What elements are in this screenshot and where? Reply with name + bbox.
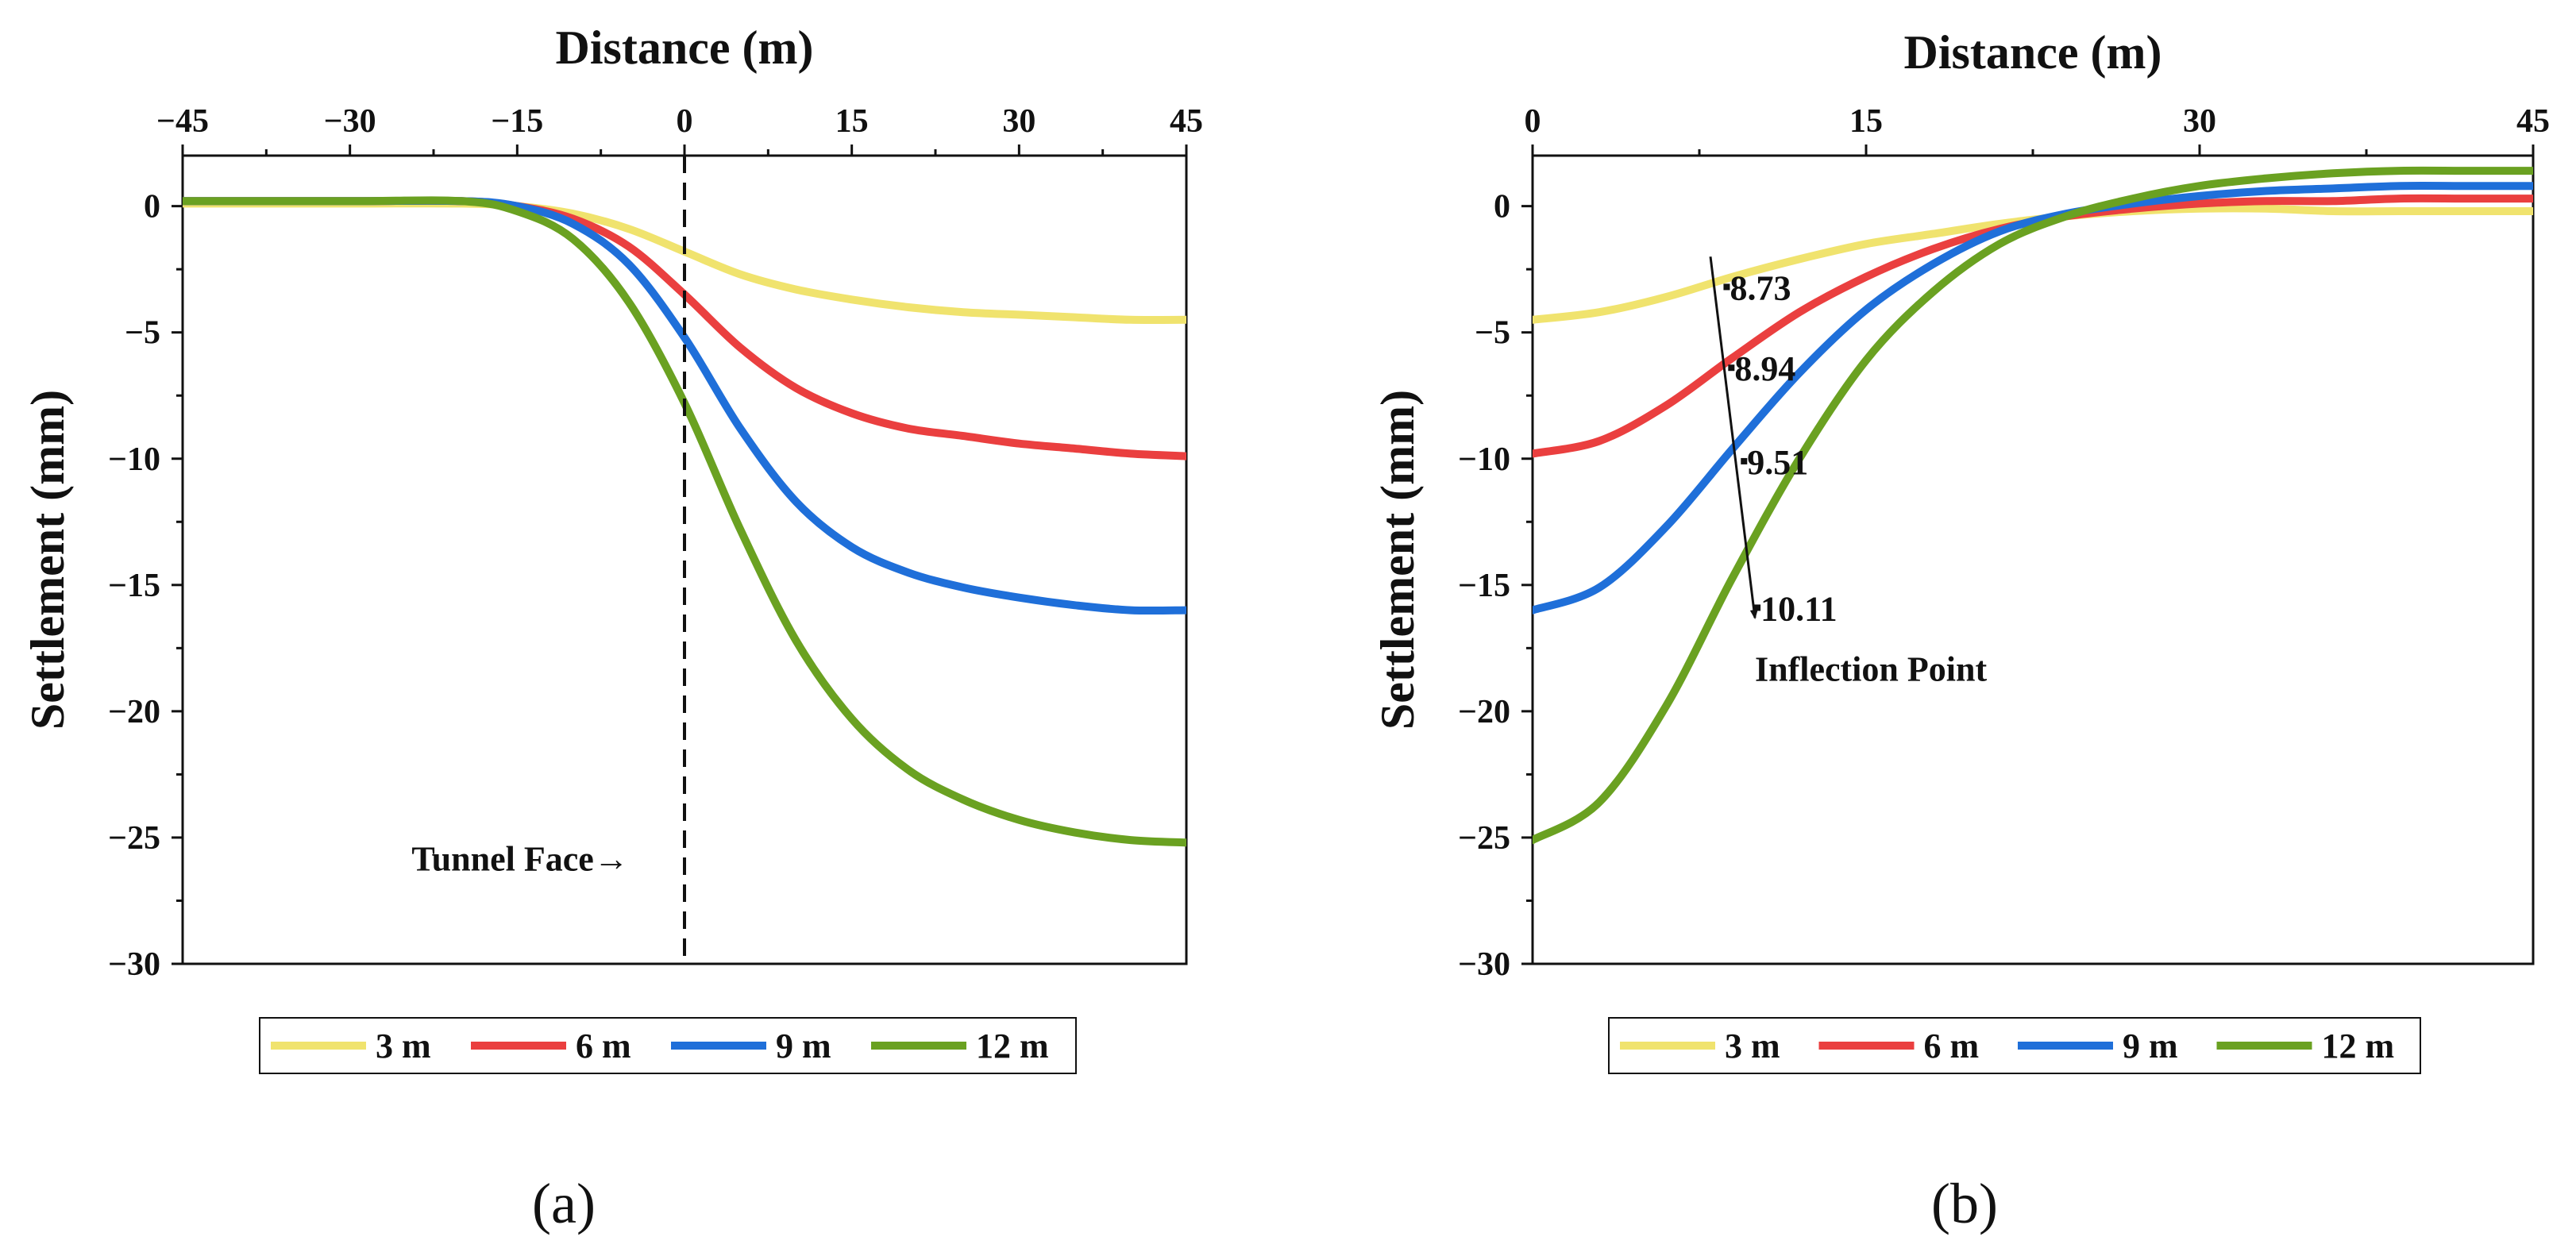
x-tick-label: 0 — [1525, 103, 1541, 140]
legend-label: 12 m — [976, 1027, 1049, 1065]
y-tick-label: −25 — [1458, 820, 1510, 857]
y-tick-label: −5 — [1475, 315, 1510, 352]
chart-panel-b: 0 15 30 45 0 −5 −10 −15 −20 −25 −30 Distance (m) Set… — [1371, 26, 2550, 1235]
x-tick-label: −15 — [491, 103, 543, 140]
y-tick-label: −25 — [108, 820, 160, 857]
series-line-9m — [1533, 181, 2533, 615]
inflection-point-marker — [1741, 457, 1748, 464]
x-tick-label: −30 — [324, 103, 376, 140]
y-tick-label: −20 — [1458, 694, 1510, 730]
y-tick-label: −5 — [125, 315, 160, 352]
legend-label: 3 m — [376, 1027, 431, 1065]
y-tick-label: −10 — [108, 441, 160, 478]
y-tick-label: −20 — [108, 694, 160, 730]
x-axis-title: Distance (m) — [556, 21, 814, 74]
y-tick-label: −15 — [108, 568, 160, 604]
x-tick-label: 15 — [835, 103, 869, 140]
y-tick-label: −30 — [1458, 946, 1510, 983]
panel-label: (a) — [532, 1172, 596, 1235]
legend-label: 6 m — [1924, 1027, 1980, 1065]
y-tick-label: −10 — [1458, 441, 1510, 478]
y-tick-label: −15 — [1458, 568, 1510, 604]
chart-panel-a: −45 −30 −15 0 15 30 45 0 −5 −10 −15 −20 −25 −30 Distan… — [21, 21, 1203, 1235]
legend-label: 9 m — [2123, 1027, 2178, 1065]
y-tick-label: −30 — [108, 946, 160, 983]
y-axis-title: Settlement (mm) — [1371, 390, 1424, 730]
legend-label: 3 m — [1725, 1027, 1780, 1065]
plot-frame — [1531, 154, 2535, 965]
inflection-value-label: 8.94 — [1734, 349, 1795, 388]
inflection-arrow — [1709, 256, 1758, 620]
x-tick-label: 45 — [1170, 103, 1203, 140]
inflection-value-label: 10.11 — [1760, 589, 1838, 628]
y-tick-label: 0 — [1494, 189, 1510, 225]
x-tick-label: 30 — [1002, 103, 1035, 140]
series-line-12m — [1533, 166, 2533, 845]
inflection-value-label: 8.73 — [1730, 268, 1791, 307]
panel-label: (b) — [1931, 1172, 1998, 1235]
legend-label: 6 m — [576, 1027, 631, 1065]
annotation-label: Inflection Point — [1755, 650, 1987, 689]
x-tick-label: 30 — [2183, 103, 2216, 140]
inflection-point-marker — [1754, 604, 1761, 611]
series-line-12m — [183, 196, 1186, 847]
legend-label: 12 m — [2322, 1027, 2395, 1065]
inflection-point-marker — [1723, 283, 1730, 291]
x-tick-label: 0 — [677, 103, 693, 140]
inflection-point-marker — [1728, 364, 1735, 372]
legend-label: 9 m — [776, 1027, 831, 1065]
series-line-6m — [1533, 194, 2533, 458]
y-axis-title: Settlement (mm) — [21, 390, 74, 730]
x-axis-title: Distance (m) — [1904, 26, 2162, 79]
x-tick-label: 15 — [1849, 103, 1883, 140]
x-tick-label: 45 — [2516, 103, 2550, 140]
x-tick-label: −45 — [156, 103, 209, 140]
annotation-label: Tunnel Face→ — [411, 839, 628, 878]
inflection-value-label: 9.51 — [1747, 443, 1808, 482]
y-tick-label: 0 — [144, 189, 160, 225]
